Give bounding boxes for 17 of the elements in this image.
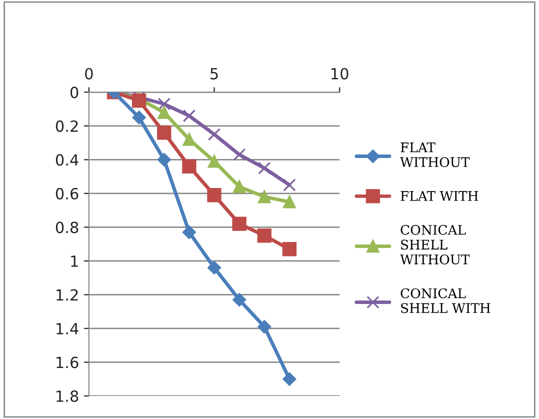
y-tick-label: 0	[70, 86, 78, 98]
y-tick-label: 1.2	[56, 289, 78, 300]
y-tick-label: 1.4	[56, 323, 78, 334]
y-tick-label: 0.4	[56, 154, 78, 166]
y-tick-label: 0.8	[56, 222, 78, 234]
y-tick-label: 1	[71, 256, 78, 267]
legend-label: CONICAL SHELL WITH	[400, 288, 490, 314]
x-tick-label: 10	[332, 68, 348, 80]
legend-label: FLAT WITH	[400, 191, 478, 201]
y-tick-label: 0.2	[56, 120, 78, 132]
y-tick-label: 1.8	[56, 390, 78, 402]
legend-label: FLAT WITHOUT	[400, 142, 470, 168]
legend-label: CONICAL SHELL WITHOUT	[400, 224, 470, 264]
x-tick-label: 5	[210, 68, 218, 80]
y-tick-label: 0.6	[56, 188, 78, 200]
x-tick-label: 0	[85, 68, 93, 80]
y-tick-label: 1.6	[56, 356, 78, 368]
